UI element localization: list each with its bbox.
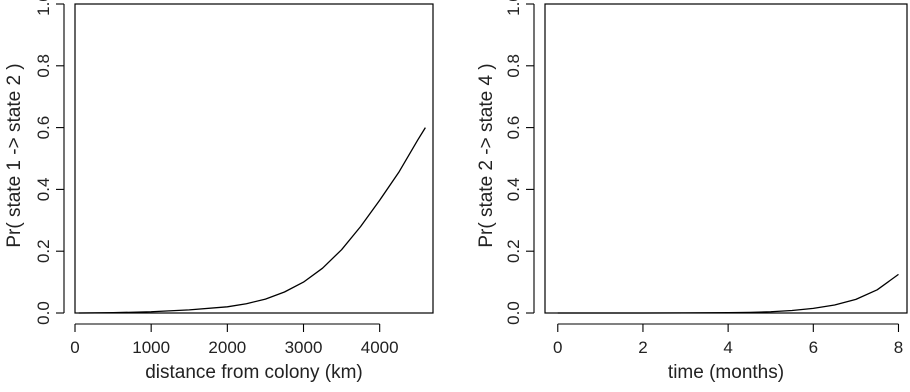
plot-frame-right — [544, 3, 908, 314]
x-axis-title-right: time (months) — [668, 362, 784, 383]
y-tick-label-right: 0.4 — [504, 178, 523, 202]
y-tick-label-left: 1.0 — [34, 0, 53, 16]
x-tick-label-left: 0 — [70, 338, 79, 357]
plot-frame-left — [74, 3, 434, 314]
y-tick-label-left: 0.8 — [34, 54, 53, 78]
y-tick-label-left: 0.4 — [34, 178, 53, 202]
y-axis-title-left: Pr( state 1 -> state 2 ) — [4, 63, 25, 247]
y-tick-label-left: 0.6 — [34, 116, 53, 140]
y-tick-label-left: 0.0 — [34, 301, 53, 325]
x-tick-label-right: 4 — [723, 338, 732, 357]
y-tick-label-right: 0.0 — [504, 301, 523, 325]
x-tick-label-left: 4000 — [361, 338, 399, 357]
y-tick-label-right: 0.8 — [504, 54, 523, 78]
x-tick-label-right: 8 — [894, 338, 903, 357]
x-tick-label-left: 1000 — [132, 338, 170, 357]
x-tick-label-right: 6 — [809, 338, 818, 357]
series-line-right — [557, 273, 899, 314]
x-tick-label-left: 2000 — [208, 338, 246, 357]
y-tick-label-right: 0.2 — [504, 239, 523, 263]
x-axis-title-left: distance from colony (km) — [145, 362, 363, 383]
y-axis-title-right: Pr( state 2 -> state 4 ) — [476, 63, 497, 247]
x-tick-label-right: 0 — [553, 338, 562, 357]
y-tick-label-right: 1.0 — [504, 0, 523, 16]
x-tick-label-right: 2 — [638, 338, 647, 357]
x-tick-label-left: 3000 — [285, 338, 323, 357]
series-line-left — [78, 127, 426, 314]
y-tick-label-right: 0.6 — [504, 116, 523, 140]
y-tick-label-left: 0.2 — [34, 239, 53, 263]
